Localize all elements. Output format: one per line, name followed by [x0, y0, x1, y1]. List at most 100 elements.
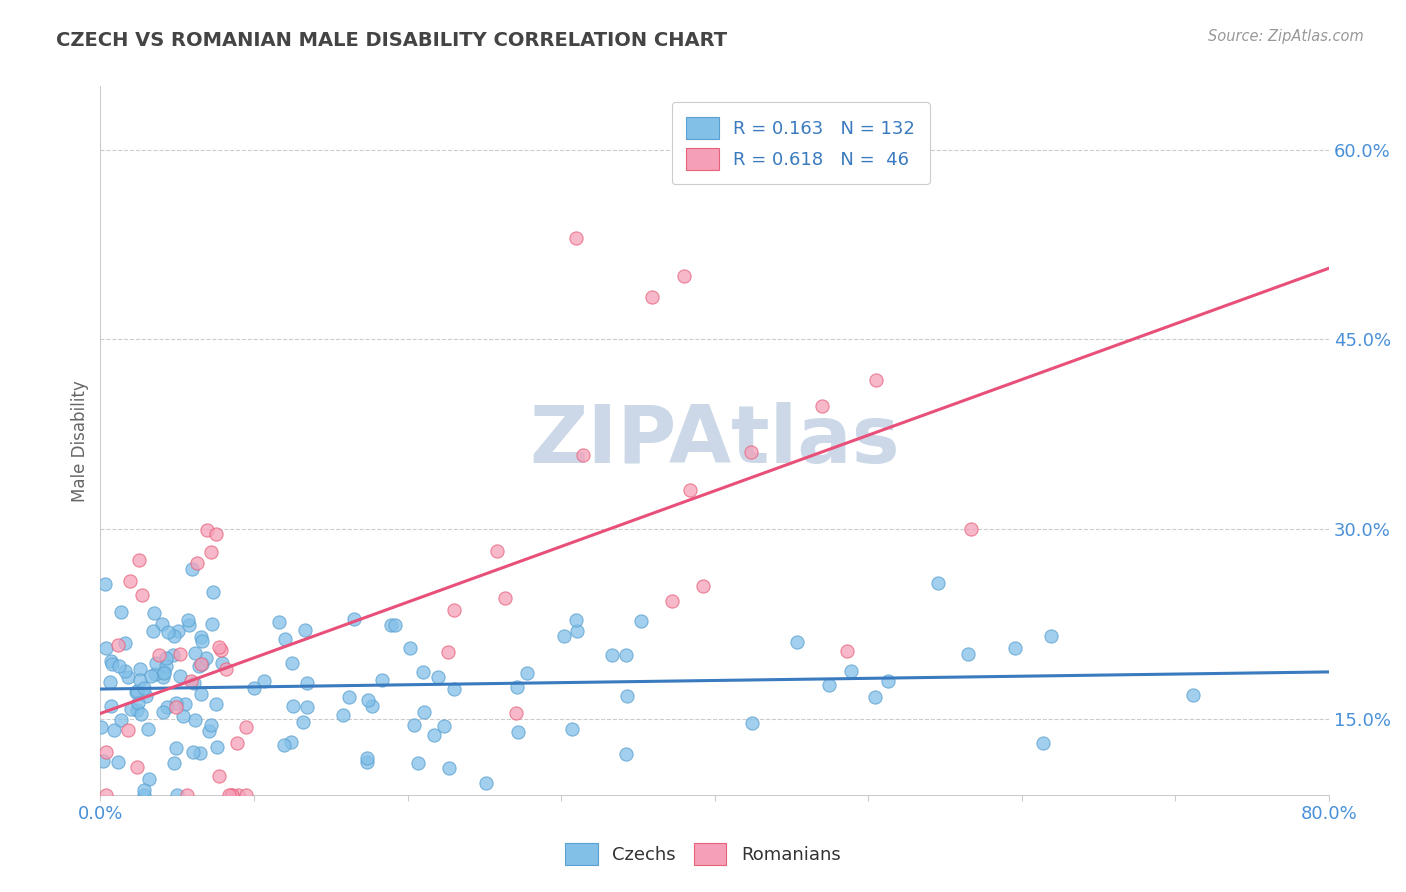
- Point: [740, 444, 762, 458]
- Point: [384, 618, 406, 632]
- Point: [155, 651, 177, 665]
- Point: [661, 594, 683, 608]
- Point: [134, 681, 156, 695]
- Point: [94, 576, 117, 591]
- Point: [209, 643, 232, 657]
- Point: [153, 665, 176, 679]
- Point: [343, 612, 366, 626]
- Point: [877, 673, 900, 688]
- Point: [295, 700, 318, 714]
- Point: [90, 720, 112, 734]
- Point: [132, 783, 155, 797]
- Point: [786, 634, 808, 648]
- Point: [235, 788, 257, 802]
- Point: [413, 705, 436, 719]
- Point: [204, 527, 226, 541]
- Point: [103, 723, 125, 737]
- Point: [169, 668, 191, 682]
- Point: [184, 646, 207, 660]
- Point: [138, 772, 160, 786]
- Point: [177, 613, 200, 627]
- Point: [956, 647, 979, 661]
- Point: [188, 746, 211, 760]
- Point: [443, 603, 465, 617]
- Point: [201, 617, 224, 632]
- Point: [437, 761, 460, 775]
- Point: [269, 615, 291, 629]
- Y-axis label: Male Disability: Male Disability: [72, 380, 89, 501]
- Point: [145, 656, 167, 670]
- Point: [166, 788, 188, 802]
- Point: [221, 788, 243, 802]
- Point: [186, 556, 208, 570]
- Point: [202, 585, 225, 599]
- Point: [181, 745, 204, 759]
- Point: [136, 722, 159, 736]
- Point: [356, 756, 378, 770]
- Point: [101, 657, 124, 671]
- Point: [1181, 688, 1204, 702]
- Point: [98, 675, 121, 690]
- Point: [200, 544, 222, 558]
- Point: [360, 698, 382, 713]
- Point: [253, 674, 276, 689]
- Point: [437, 645, 460, 659]
- Point: [114, 664, 136, 678]
- Point: [100, 654, 122, 668]
- Point: [94, 745, 117, 759]
- Point: [218, 788, 240, 802]
- Text: CZECH VS ROMANIAN MALE DISABILITY CORRELATION CHART: CZECH VS ROMANIAN MALE DISABILITY CORREL…: [56, 31, 727, 50]
- Point: [163, 756, 186, 771]
- Point: [432, 719, 454, 733]
- Point: [181, 562, 204, 576]
- Point: [614, 648, 637, 663]
- Point: [226, 788, 249, 802]
- Point: [191, 657, 214, 672]
- Point: [194, 651, 217, 665]
- Point: [640, 290, 662, 304]
- Point: [505, 706, 527, 720]
- Point: [494, 591, 516, 605]
- Point: [107, 638, 129, 652]
- Point: [692, 579, 714, 593]
- Point: [110, 713, 132, 727]
- Point: [865, 373, 887, 387]
- Point: [506, 681, 529, 695]
- Point: [150, 616, 173, 631]
- Point: [152, 665, 174, 680]
- Point: [191, 634, 214, 648]
- Point: [630, 615, 652, 629]
- Point: [273, 738, 295, 752]
- Point: [148, 648, 170, 663]
- Point: [172, 709, 194, 723]
- Point: [1040, 628, 1063, 642]
- Point: [1032, 736, 1054, 750]
- Point: [927, 575, 949, 590]
- Point: [443, 681, 465, 696]
- Text: ZIPAtlas: ZIPAtlas: [529, 401, 900, 480]
- Point: [672, 269, 695, 284]
- Point: [332, 708, 354, 723]
- Point: [108, 659, 131, 673]
- Point: [165, 741, 187, 756]
- Point: [565, 614, 588, 628]
- Point: [205, 697, 228, 711]
- Point: [127, 760, 149, 774]
- Point: [211, 657, 233, 671]
- Point: [165, 700, 187, 714]
- Point: [242, 681, 264, 696]
- Point: [156, 700, 179, 714]
- Point: [283, 699, 305, 714]
- Point: [190, 630, 212, 644]
- Point: [273, 632, 295, 647]
- Point: [135, 689, 157, 703]
- Point: [94, 788, 117, 802]
- Point: [485, 543, 508, 558]
- Point: [156, 624, 179, 639]
- Point: [226, 736, 249, 750]
- Point: [114, 636, 136, 650]
- Point: [128, 553, 150, 567]
- Point: [399, 640, 422, 655]
- Point: [600, 648, 623, 662]
- Point: [565, 624, 588, 639]
